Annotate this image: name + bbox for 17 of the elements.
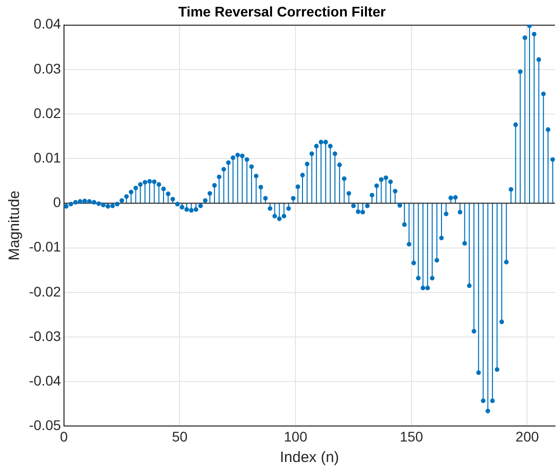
y-tick-label: -0.04 [28,372,62,388]
y-tick-label: -0.03 [28,328,62,344]
y-tick-label: -0.01 [28,238,62,255]
x-tick-label: 150 [400,428,424,444]
y-tick-label: 0 [53,194,62,210]
x-axis-title: Index (n) [280,449,340,466]
y-tick-label: -0.02 [28,283,62,300]
y-tick-label: -0.05 [28,417,62,434]
x-tick-label: 200 [516,428,540,444]
y-tick-label: 0.04 [34,16,62,32]
x-tick-label: 50 [172,428,188,444]
x-tick-label: 100 [284,428,308,444]
y-tick-label: 0.03 [34,60,62,76]
y-tick-label: 0.02 [34,104,62,121]
y-axis-title: Magnitude [6,190,24,261]
y-tick-label: 0.01 [34,149,62,166]
chart-title: Time Reversal Correction Filter [178,3,386,20]
